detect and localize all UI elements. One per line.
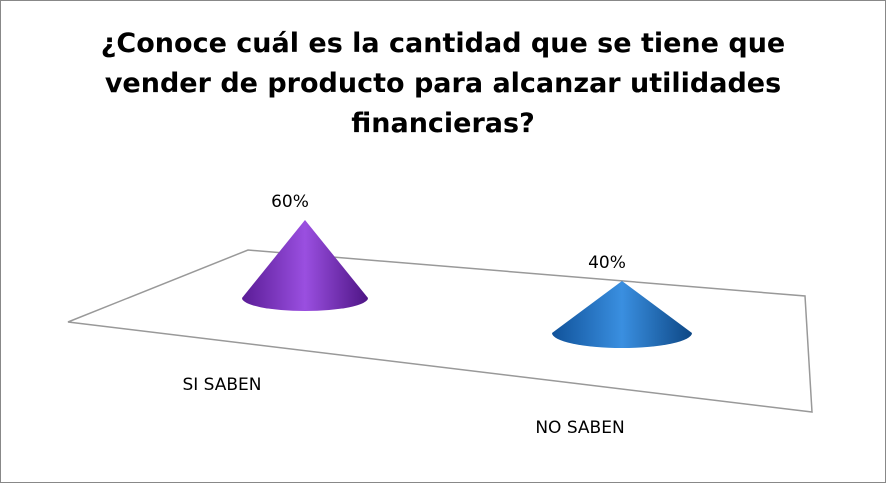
data-label: 60% [271,192,309,212]
data-label: 40% [588,253,626,273]
cone [552,281,692,348]
category-label: NO SABEN [535,418,624,438]
cone [242,220,368,311]
category-label: SI SABEN [182,375,261,395]
chart-title: ¿Conoce cuál es la cantidad que se tiene… [100,28,786,139]
floor [67,249,813,413]
